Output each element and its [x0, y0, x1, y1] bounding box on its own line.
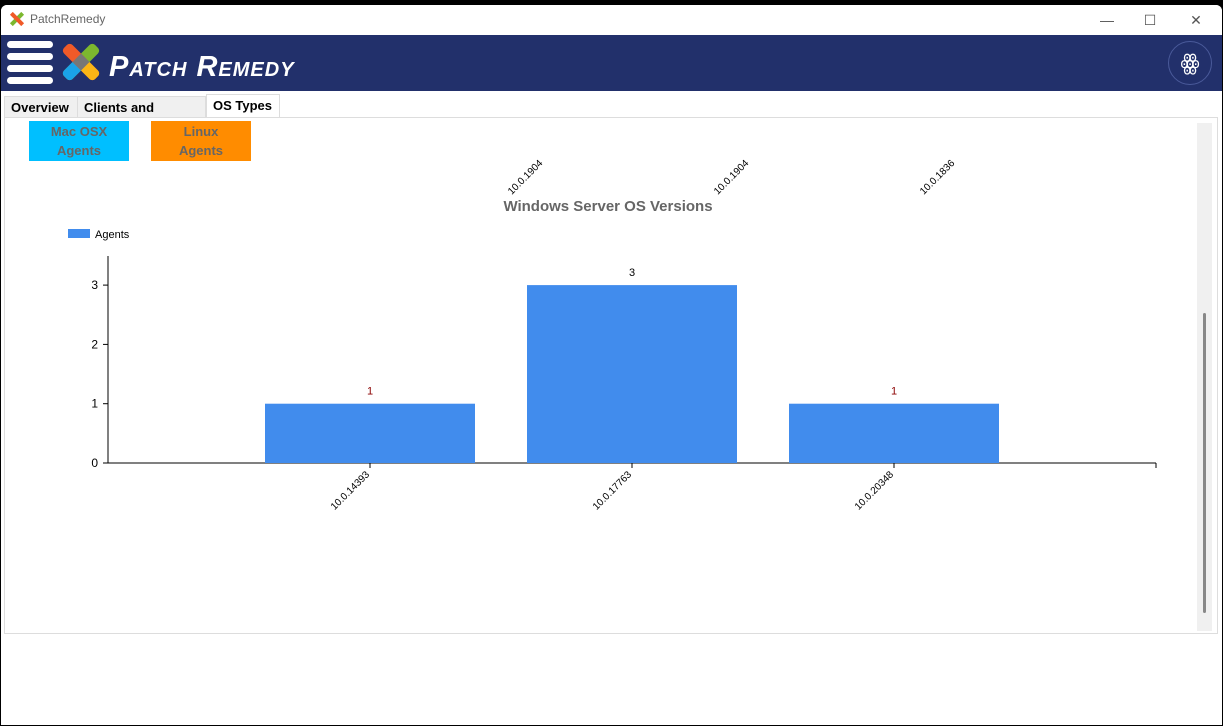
tab-clients-and-agents[interactable]: Clients and Agents	[77, 96, 206, 130]
app-window: PatchRemedy — ☐ ✕ Patch Remedy ꙮ Overvie…	[1, 5, 1222, 725]
minimize-button[interactable]: —	[1100, 12, 1114, 28]
tile-label: Mac OSX	[50, 124, 108, 139]
tile-label: Linux	[183, 124, 219, 139]
window-title: PatchRemedy	[30, 12, 106, 26]
x-tick-label: 10.0.20348	[853, 469, 896, 512]
tab-os-types[interactable]: OS Types	[206, 94, 280, 118]
maximize-button[interactable]: ☐	[1143, 12, 1157, 28]
tile-label: Agents	[178, 143, 224, 158]
chart-title: Windows Server OS Versions	[503, 198, 712, 215]
os-types-panel: Mac OSX Agents Linux Agents 10.0.1904 10.0…	[4, 117, 1218, 634]
y-tick-label: 0	[91, 456, 98, 470]
legend-label: Agents	[95, 229, 130, 241]
linux-agents-tile[interactable]: Linux Agents	[151, 121, 251, 161]
tab-overview[interactable]: Overview	[4, 96, 78, 118]
vertical-scrollbar[interactable]	[1197, 123, 1212, 631]
mac-osx-agents-tile[interactable]: Mac OSX Agents	[29, 121, 129, 161]
app-header: Patch Remedy ꙮ	[1, 35, 1222, 91]
y-tick-label: 1	[91, 397, 98, 411]
y-tick-label: 3	[91, 278, 98, 292]
bar	[789, 403, 999, 463]
brand-name: Patch Remedy	[109, 51, 295, 83]
close-button[interactable]: ✕	[1190, 12, 1202, 28]
squid-icon[interactable]: ꙮ	[1168, 41, 1212, 85]
title-bar: PatchRemedy — ☐ ✕	[1, 5, 1222, 35]
x-tick-label: 10.0.14393	[329, 469, 372, 512]
data-label: 1	[367, 386, 373, 398]
bandage-cross-logo	[62, 43, 100, 81]
windows-server-os-chart: Windows Server OS Versions Agents 0 1 2 3 1 1…	[68, 198, 1157, 513]
bar	[527, 285, 737, 463]
hamburger-menu-icon[interactable]	[7, 41, 53, 85]
tile-label: Agents	[56, 143, 102, 158]
data-label: 3	[629, 267, 635, 279]
data-label: 1	[891, 386, 897, 398]
app-icon	[9, 11, 25, 27]
bar	[265, 403, 475, 463]
y-tick-label: 2	[91, 337, 98, 351]
x-tick-label: 10.0.17763	[591, 469, 634, 512]
scrollbar-thumb[interactable]	[1203, 313, 1206, 613]
legend-swatch	[68, 229, 90, 238]
